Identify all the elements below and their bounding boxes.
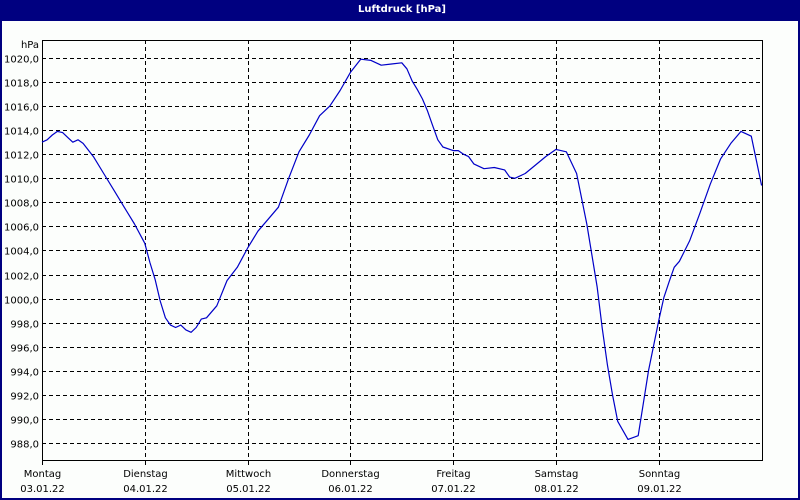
y-tick-label: 1006,0	[4, 223, 39, 234]
x-tick-date: 05.01.22	[226, 484, 271, 495]
x-tick-date: 07.01.22	[431, 484, 476, 495]
y-tick-label: 1004,0	[4, 247, 39, 258]
y-tick-label: 998,0	[10, 320, 39, 331]
y-tick-label: 1018,0	[4, 79, 39, 90]
x-tick-date: 04.01.22	[123, 484, 168, 495]
y-axis-unit: hPa	[21, 40, 39, 51]
x-tick-day: Sonntag	[639, 469, 681, 480]
y-tick-label: 992,0	[10, 392, 39, 403]
y-tick-label: 1020,0	[4, 55, 39, 66]
x-tick-date: 03.01.22	[20, 484, 65, 495]
y-tick-label: 1008,0	[4, 199, 39, 210]
y-tick-label: 996,0	[10, 344, 39, 355]
window-title: Luftdruck [hPa]	[2, 0, 800, 21]
x-tick-date: 09.01.22	[637, 484, 682, 495]
y-tick-label: 1012,0	[4, 151, 39, 162]
x-tick-day: Samstag	[535, 469, 579, 480]
y-tick-label: 1000,0	[4, 296, 39, 307]
y-tick-label: 1010,0	[4, 175, 39, 186]
x-tick-day: Dienstag	[123, 469, 168, 480]
y-tick-label: 1014,0	[4, 127, 39, 138]
pressure-line	[41, 58, 763, 440]
y-tick-label: 1002,0	[4, 272, 39, 283]
x-tick-day: Donnerstag	[321, 469, 379, 480]
x-tick-date: 08.01.22	[534, 484, 579, 495]
plot-frame	[42, 40, 763, 461]
y-tick-label: 1016,0	[4, 103, 39, 114]
x-tick-day: Mittwoch	[226, 469, 271, 480]
x-tick-date: 06.01.22	[328, 484, 373, 495]
y-tick-label: 988,0	[10, 440, 39, 451]
x-tick-day: Freitag	[436, 469, 470, 480]
y-tick-label: 994,0	[10, 368, 39, 379]
y-tick-label: 990,0	[10, 416, 39, 427]
x-tick-day: Montag	[24, 469, 61, 480]
